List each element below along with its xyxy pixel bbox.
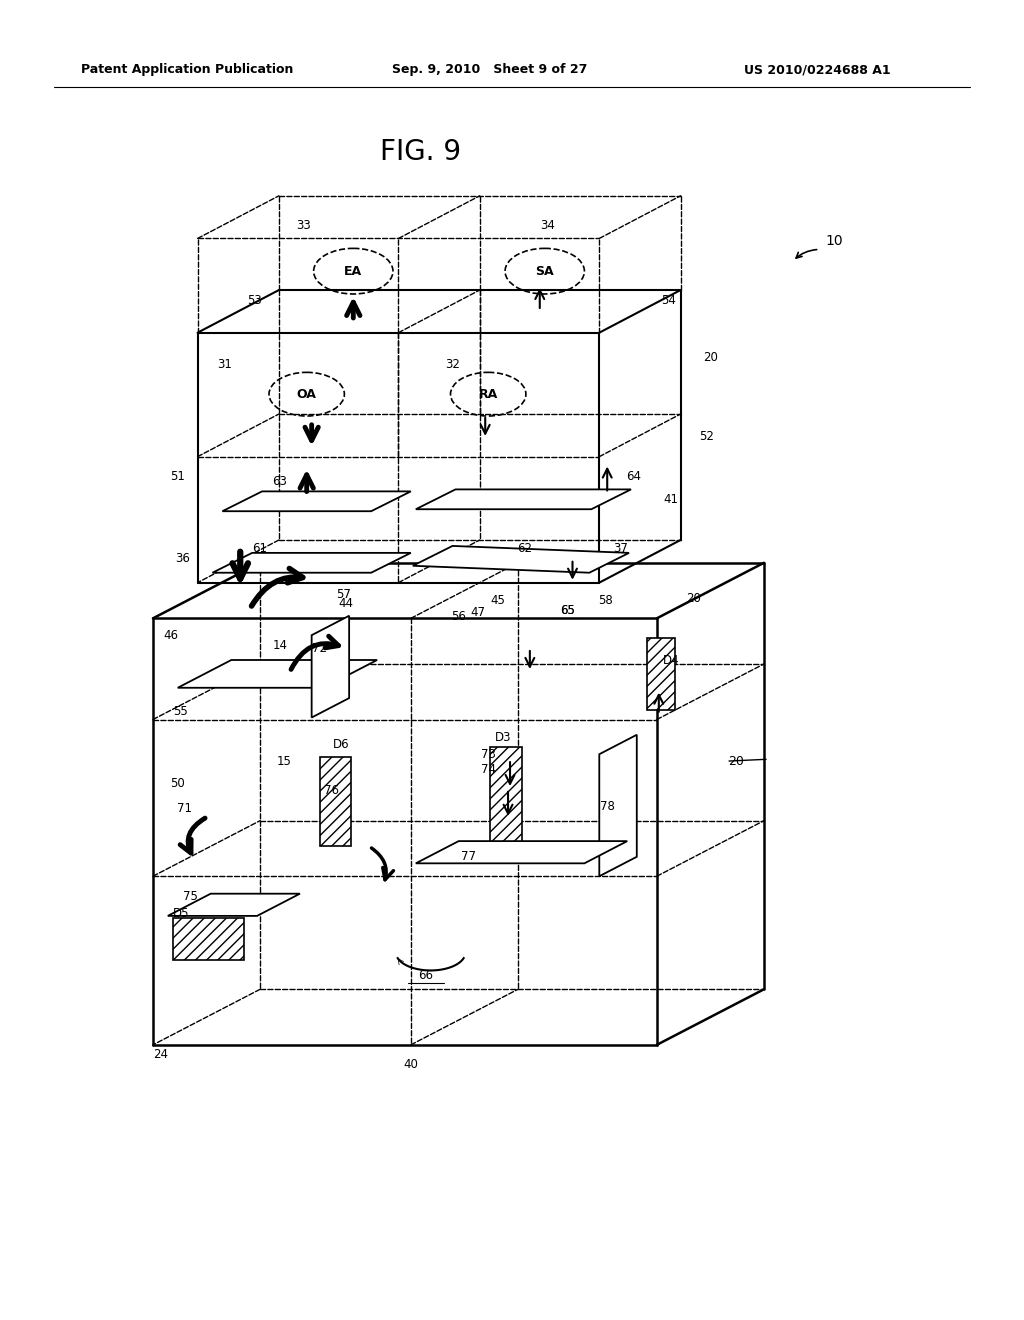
Bar <box>490 747 522 842</box>
Text: 50: 50 <box>170 777 185 791</box>
Text: D6: D6 <box>333 738 350 751</box>
Text: 73: 73 <box>480 747 496 760</box>
Text: RA: RA <box>478 388 498 401</box>
Polygon shape <box>212 553 411 573</box>
Polygon shape <box>413 546 629 573</box>
Text: 55: 55 <box>173 705 188 718</box>
Bar <box>173 917 244 960</box>
Text: 36: 36 <box>175 552 190 565</box>
Text: 20: 20 <box>686 591 701 605</box>
Text: FIG. 9: FIG. 9 <box>380 139 461 166</box>
Text: 40: 40 <box>403 1059 418 1071</box>
Text: 47: 47 <box>471 606 485 619</box>
Text: 65: 65 <box>560 605 575 616</box>
Text: 44: 44 <box>339 597 354 610</box>
Text: 10: 10 <box>825 235 843 248</box>
Text: 46: 46 <box>163 628 178 642</box>
Text: 66: 66 <box>418 969 433 982</box>
Text: 37: 37 <box>613 543 629 556</box>
Text: 74: 74 <box>480 763 496 776</box>
Text: 71: 71 <box>177 803 193 816</box>
Text: 33: 33 <box>296 219 311 232</box>
Text: 76: 76 <box>324 784 339 797</box>
Text: 57: 57 <box>336 587 351 601</box>
Text: 15: 15 <box>276 755 291 768</box>
Text: US 2010/0224688 A1: US 2010/0224688 A1 <box>744 63 891 77</box>
Polygon shape <box>311 615 349 718</box>
Bar <box>647 638 675 710</box>
Text: 58: 58 <box>598 594 612 607</box>
Polygon shape <box>416 490 631 510</box>
Text: 52: 52 <box>699 430 714 444</box>
Text: 41: 41 <box>664 492 678 506</box>
Text: 62: 62 <box>517 543 532 556</box>
Text: 24: 24 <box>154 1048 168 1061</box>
Text: 20: 20 <box>702 351 718 364</box>
Text: EA: EA <box>344 265 362 277</box>
Text: 51: 51 <box>170 470 185 483</box>
Polygon shape <box>416 841 628 863</box>
Polygon shape <box>599 735 637 876</box>
Text: 78: 78 <box>600 800 614 813</box>
Text: 14: 14 <box>272 639 288 652</box>
Text: 75: 75 <box>183 890 198 903</box>
Text: 31: 31 <box>217 358 231 371</box>
Text: 65: 65 <box>560 605 575 616</box>
Text: 77: 77 <box>461 850 476 863</box>
Text: 65: 65 <box>560 605 575 616</box>
Text: 54: 54 <box>662 294 676 308</box>
Text: 72: 72 <box>312 642 327 655</box>
Polygon shape <box>178 660 377 688</box>
Text: 56: 56 <box>451 610 466 623</box>
Text: Patent Application Publication: Patent Application Publication <box>82 63 294 77</box>
Text: 34: 34 <box>541 219 555 232</box>
Text: D4: D4 <box>663 653 679 667</box>
Text: 45: 45 <box>490 594 506 607</box>
Text: 61: 61 <box>253 543 267 556</box>
Polygon shape <box>222 491 411 511</box>
Text: SA: SA <box>536 265 554 277</box>
Text: D3: D3 <box>495 731 511 744</box>
Text: 64: 64 <box>627 470 641 483</box>
Text: 20: 20 <box>728 755 744 768</box>
Text: OA: OA <box>297 388 316 401</box>
Text: 32: 32 <box>445 358 460 371</box>
Polygon shape <box>168 894 300 916</box>
Text: 53: 53 <box>247 294 261 308</box>
Text: 63: 63 <box>272 475 288 488</box>
Text: Sep. 9, 2010   Sheet 9 of 27: Sep. 9, 2010 Sheet 9 of 27 <box>392 63 588 77</box>
Text: D5: D5 <box>172 907 189 920</box>
Bar <box>319 758 351 846</box>
